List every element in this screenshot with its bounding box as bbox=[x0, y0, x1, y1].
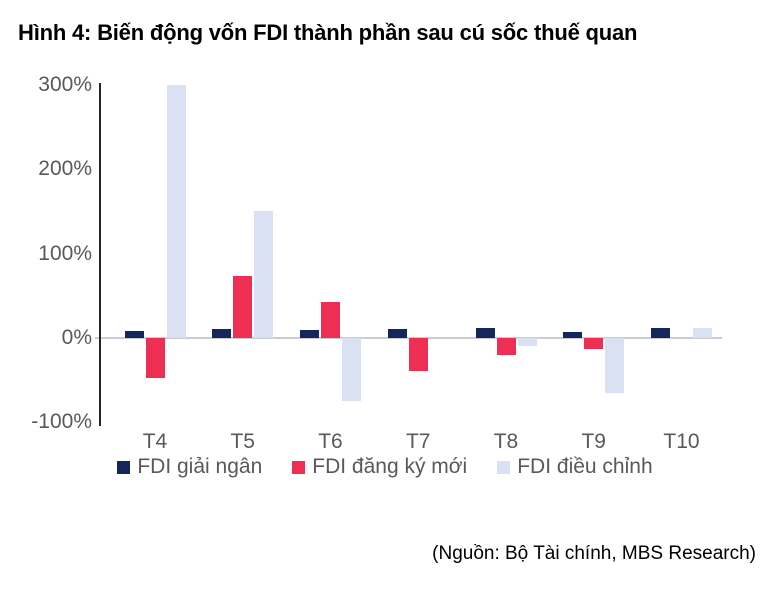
bar-fdi-dang-ky-moi-T6 bbox=[321, 302, 340, 338]
legend-label-fdi-dieu-chinh: FDI điều chỉnh bbox=[517, 455, 653, 478]
bar-fdi-dang-ky-moi-T7 bbox=[408, 337, 428, 372]
bar-fdi-dieu-chinh-T4 bbox=[166, 85, 186, 338]
x-axis-label-T4: T4 bbox=[142, 430, 168, 453]
bar-fdi-dang-ky-moi-T8 bbox=[496, 337, 516, 355]
legend-swatch-fdi-dieu-chinh bbox=[497, 460, 511, 474]
bar-fdi-giai-ngan-T9 bbox=[563, 331, 583, 338]
x-axis-label-T10: T10 bbox=[663, 430, 700, 453]
y-tick-label-100: 100% bbox=[38, 241, 92, 265]
bar-fdi-dang-ky-moi-T9 bbox=[584, 337, 604, 349]
x-axis-label-T9: T9 bbox=[581, 430, 606, 453]
bar-fdi-dieu-chinh-T9 bbox=[605, 337, 625, 393]
legend-item-fdi-dang-ky-moi: FDI đăng ký mới bbox=[292, 455, 467, 479]
legend-swatch-fdi-dang-ky-moi bbox=[292, 460, 306, 474]
bar-fdi-dieu-chinh-T8 bbox=[517, 337, 537, 347]
bar-fdi-dieu-chinh-T10 bbox=[693, 327, 712, 338]
y-tick-label-200: 200% bbox=[38, 157, 92, 181]
y-tick-label--100: -100% bbox=[31, 410, 92, 433]
legend-item-fdi-dieu-chinh: FDI điều chỉnh bbox=[497, 455, 653, 479]
bar-fdi-dang-ky-moi-T4 bbox=[145, 337, 165, 379]
legend-item-fdi-giai-ngan: FDI giải ngân bbox=[117, 455, 262, 479]
legend-swatch-fdi-giai-ngan bbox=[117, 460, 131, 474]
zero-gridline bbox=[95, 336, 722, 339]
bar-fdi-giai-ngan-T10 bbox=[651, 328, 670, 338]
legend-label-fdi-dang-ky-moi: FDI đăng ký mới bbox=[312, 455, 468, 478]
x-axis-label-T6: T6 bbox=[318, 430, 343, 453]
chart-legend: FDI giải ngân FDI đăng ký mới FDI điều chỉ… bbox=[0, 455, 770, 479]
y-tick-label-0: 0% bbox=[61, 325, 92, 349]
x-axis-label-T5: T5 bbox=[230, 430, 255, 453]
bar-fdi-giai-ngan-T6 bbox=[300, 330, 319, 338]
bar-fdi-dang-ky-moi-T5 bbox=[233, 276, 253, 338]
bar-fdi-giai-ngan-T5 bbox=[212, 329, 232, 338]
bar-fdi-dieu-chinh-T6 bbox=[342, 337, 361, 401]
bar-fdi-giai-ngan-T8 bbox=[475, 327, 495, 338]
bar-fdi-dieu-chinh-T5 bbox=[254, 211, 274, 338]
x-axis-label-T7: T7 bbox=[405, 430, 431, 453]
x-axis-label-T8: T8 bbox=[493, 430, 519, 453]
legend-label-fdi-giai-ngan: FDI giải ngân bbox=[137, 455, 263, 478]
bar-fdi-giai-ngan-T7 bbox=[387, 329, 407, 338]
source-note: (Nguồn: Bộ Tài chính, MBS Research) bbox=[432, 543, 756, 564]
y-axis-line bbox=[99, 83, 101, 426]
bar-fdi-giai-ngan-T4 bbox=[124, 331, 144, 338]
chart-title: Hình 4: Biến động vốn FDI thành phần sau… bbox=[18, 20, 638, 45]
y-tick-label-300: 300% bbox=[38, 73, 92, 96]
